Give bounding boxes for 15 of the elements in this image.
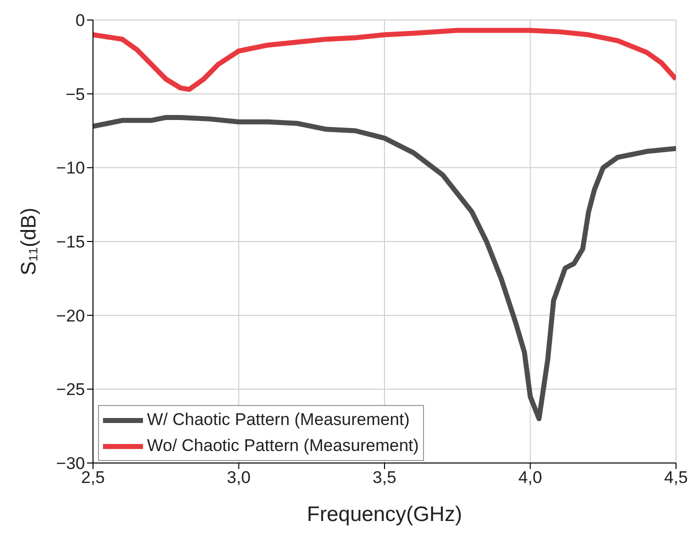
legend-label: Wo/ Chaotic Pattern (Measurement) — [147, 435, 419, 457]
x-tick-label: 4,0 — [518, 468, 542, 488]
y-tick-label: −5 — [66, 84, 85, 104]
y-tick-label: −15 — [56, 232, 85, 252]
x-tick-label: 4,5 — [664, 468, 688, 488]
x-tick-label: 3,5 — [372, 468, 396, 488]
y-tick-label: −20 — [56, 306, 85, 326]
x-tick-label: 2,5 — [81, 468, 105, 488]
y-tick-label: −10 — [56, 158, 85, 178]
y-tick-label: 0 — [76, 11, 85, 30]
x-axis-title: Frequency(GHz) — [306, 503, 462, 526]
y-tick-label: −25 — [56, 380, 85, 400]
y-axis-title: S₁₁(dB) — [17, 208, 40, 276]
x-tick-label: 3,0 — [226, 468, 251, 488]
legend-label: W/ Chaotic Pattern (Measurement) — [147, 409, 410, 431]
